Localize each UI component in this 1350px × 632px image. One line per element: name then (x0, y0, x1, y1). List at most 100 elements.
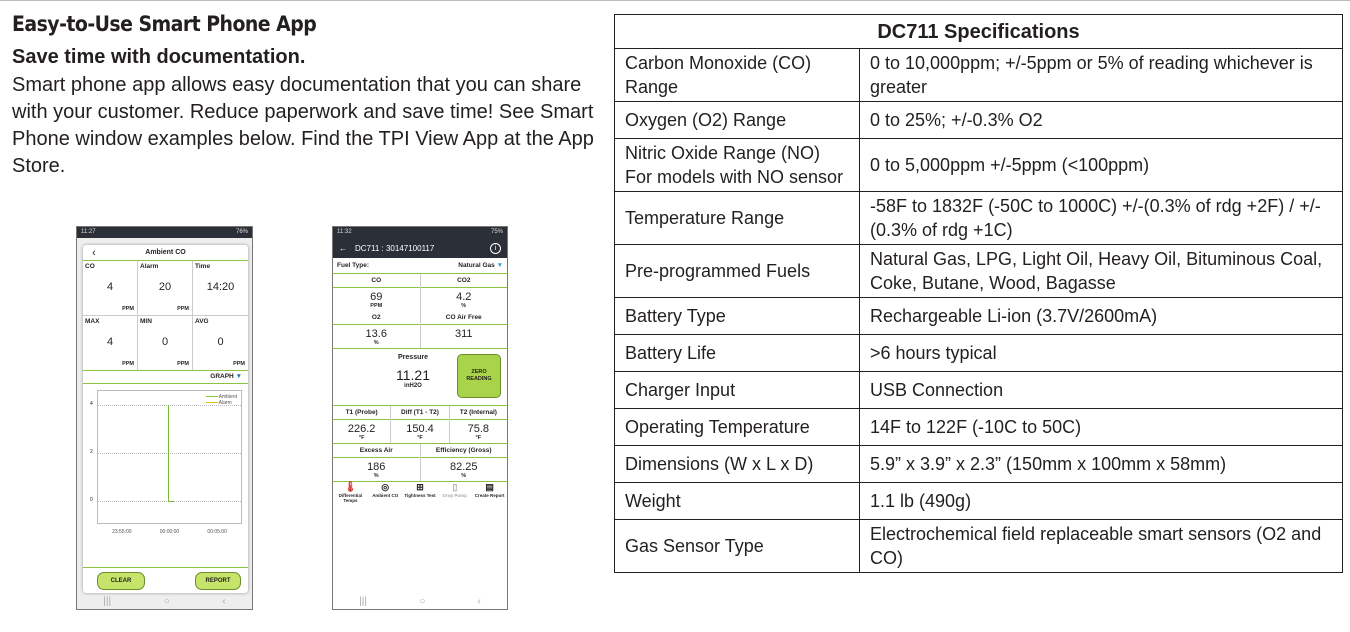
spec-value: USB Connection (859, 371, 1343, 409)
table-title: DC711 Specifications (614, 14, 1343, 49)
section-subheading: Save time with documentation. (12, 46, 306, 68)
spec-value: Electrochemical field replaceable smart … (859, 519, 1343, 573)
back-icon[interactable]: ‹ (92, 246, 96, 259)
table-row: Battery Life >6 hours typical (614, 334, 1343, 372)
temps-row: T1 (Probe) 226.2 °F Diff (T1 - T2) 150.4 °F … (333, 406, 507, 443)
readings-row: CO 69 PPM CO2 4.2% (333, 274, 507, 311)
tab-ambient-co[interactable]: ◎ Ambient CO (368, 482, 403, 511)
spec-key: Pre-programmed Fuels (614, 244, 860, 298)
section-paragraph: Smart phone app allows easy documentatio… (12, 74, 594, 177)
spec-value: -58F to 1832F (-50C to 1000C) +/-(0.3% o… (859, 191, 1343, 245)
home-icon[interactable]: ○ (163, 595, 170, 607)
status-bar: 11:27 76% (77, 227, 252, 238)
pipe-icon: ⊞ (416, 482, 424, 492)
reading-cell: MIN 0 PPM (138, 316, 193, 370)
tab-tightness-test[interactable]: ⊞ Tightness Test (404, 482, 436, 498)
report-button[interactable]: REPORT (195, 572, 241, 590)
card-header: ‹ Ambient CO (83, 245, 248, 261)
device-title: DC711 : 30147100117 (355, 243, 435, 253)
reading-cell: Time 14:20 (195, 263, 235, 293)
info-icon[interactable]: i (490, 242, 501, 254)
spec-value: Rechargeable Li-ion (3.7V/2600mA) (859, 297, 1343, 335)
table-row: Battery Type Rechargeable Li-ion (3.7V/26… (614, 297, 1343, 335)
spec-key: Charger Input (614, 371, 860, 409)
status-bar: 11:32 75% (333, 227, 507, 238)
y-tick: 0 (90, 497, 93, 503)
chevron-down-icon: ▼ (235, 373, 242, 380)
y-tick: 2 (90, 449, 93, 455)
co-series-line (168, 405, 169, 501)
spec-key: Carbon Monoxide (CO) Range (614, 48, 860, 102)
fuel-type-select[interactable]: Fuel Type: Natural Gas ▼ (333, 258, 507, 274)
co-graph: Ambient Alarm 4 2 0 23:55:00 00:00:00 00:0… (90, 390, 242, 535)
home-icon[interactable]: ○ (419, 595, 426, 607)
graph-toggle[interactable]: GRAPH ▼ (83, 370, 248, 384)
zero-reading-button[interactable]: ZERO READING (457, 354, 501, 398)
table-row: Operating Temperature 14F to 122F (-10C t… (614, 408, 1343, 446)
recents-icon[interactable]: ||| (103, 595, 112, 607)
status-time: 11:27 (81, 229, 96, 235)
y-tick: 4 (90, 401, 93, 407)
spec-value: Natural Gas, LPG, Light Oil, Heavy Oil, … (859, 244, 1343, 298)
spec-key: Gas Sensor Type (614, 519, 860, 573)
table-row: Temperature Range -58F to 1832F (-50C to … (614, 191, 1343, 245)
spec-value: 5.9” x 3.9” x 2.3” (150mm x 100mm x 58mm… (859, 445, 1343, 483)
app-header: ← DC711 : 30147100117 i (333, 238, 507, 258)
readings-row-2: MAX 4 PPM MIN 0 PPM AVG 0 PPM (83, 316, 248, 370)
spec-key: Temperature Range (614, 191, 860, 245)
graph-legend: Ambient Alarm (205, 394, 237, 406)
spec-key: Nitric Oxide Range (NO) For models with … (614, 138, 860, 192)
readings-row: O2 13.6% CO Air Free 311 (333, 311, 507, 348)
efficiency-row: Excess Air 186% Efficiency (Gross) 82.25% (333, 443, 507, 481)
phone-screenshot-ambient-co: 11:27 76% ‹ Ambient CO CO 4 PPM Alarm 20 PPM … (76, 226, 253, 610)
table-row: Weight 1.1 lb (490g) (614, 482, 1343, 520)
spec-value: >6 hours typical (859, 334, 1343, 372)
table-row: Charger Input USB Connection (614, 371, 1343, 409)
spec-value: 14F to 122F (-10C to 50C) (859, 408, 1343, 446)
battery-level: 75% (490, 229, 503, 235)
spec-key: Battery Type (614, 297, 860, 335)
spec-key: Weight (614, 482, 860, 520)
co-icon: ◎ (381, 482, 390, 492)
tab-drop-pump[interactable]: ▯ Drop Pump (437, 482, 472, 511)
spec-value: 0 to 25%; +/-0.3% O2 (859, 101, 1343, 139)
spec-key: Oxygen (O2) Range (614, 101, 860, 139)
tab-differential-temps[interactable]: 🌡 Differential Temps (333, 482, 368, 511)
pump-icon: ▯ (452, 482, 458, 492)
tab-create-report[interactable]: ▤ Create Report (472, 482, 507, 511)
android-nav-bar: ||| ○ ‹ (77, 593, 252, 609)
reading-cell: Alarm 20 PPM (138, 261, 193, 315)
status-time: 11:32 (337, 229, 352, 235)
card-title: Ambient CO (145, 249, 186, 256)
battery-level: 76% (235, 229, 248, 235)
spec-value: 0 to 10,000ppm; +/-5ppm or 5% of reading… (859, 48, 1343, 102)
recents-icon[interactable]: ||| (359, 595, 367, 607)
back-nav-icon[interactable]: ‹ (222, 595, 226, 607)
table-row: Nitric Oxide Range (NO) For models with … (614, 138, 1343, 192)
spec-key: Battery Life (614, 334, 860, 372)
table-row: Dimensions (W x L x D) 5.9” x 3.9” x 2.3”… (614, 445, 1343, 483)
top-divider (0, 0, 1350, 1)
readings-row-1: CO 4 PPM Alarm 20 PPM Time 14:20 (83, 261, 248, 316)
spec-value: 0 to 5,000ppm +/-5ppm (<100ppm) (859, 138, 1343, 192)
bottom-tabs: 🌡 Differential Temps ◎ Ambient CO ⊞ Tightne… (333, 481, 507, 511)
back-arrow-icon[interactable]: ← (339, 243, 347, 253)
spec-key: Dimensions (W x L x D) (614, 445, 860, 483)
reading-cell: CO 4 PPM (83, 261, 138, 315)
chevron-down-icon: ▼ (496, 262, 503, 269)
table-row: Gas Sensor Type Electrochemical field rep… (614, 519, 1343, 573)
table-row: Oxygen (O2) Range 0 to 25%; +/-0.3% O2 (614, 101, 1343, 139)
app-section: Easy-to-Use Smart Phone App Save time wi… (12, 10, 607, 180)
thermometer-icon: 🌡 (344, 482, 357, 493)
reading-cell: MAX 4 PPM (83, 316, 138, 370)
pressure-panel: Pressure 11.21 inH2O ZERO READING (333, 348, 507, 406)
clear-button[interactable]: CLEAR (97, 572, 145, 590)
specifications-table: DC711 Specifications Carbon Monoxide (CO… (614, 14, 1343, 573)
reading-cell: AVG 0 PPM (195, 318, 245, 367)
section-heading: Easy-to-Use Smart Phone App (12, 12, 317, 36)
report-icon: ▤ (485, 482, 494, 492)
x-ticks: 23:55:00 00:00:00 00:05:00 (112, 529, 227, 535)
table-row: Pre-programmed Fuels Natural Gas, LPG, Li… (614, 244, 1343, 298)
back-nav-icon[interactable]: ‹ (477, 595, 481, 607)
phone-screenshot-dc711: 11:32 75% ← DC711 : 30147100117 i Fuel Ty… (332, 226, 508, 610)
